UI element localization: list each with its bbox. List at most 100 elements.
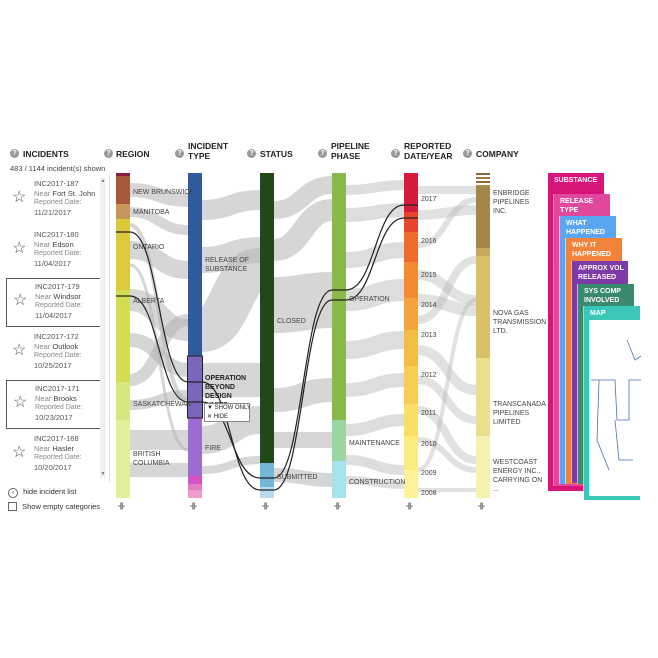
- star-icon[interactable]: ☆: [12, 189, 27, 206]
- reported-date-label: Reported Date:: [35, 302, 83, 309]
- help-icon[interactable]: ?: [247, 149, 256, 158]
- company-segment[interactable]: [476, 175, 490, 177]
- reported-date-label: Reported Date:: [34, 199, 82, 206]
- incident-type-segment[interactable]: [188, 490, 202, 498]
- status-segment[interactable]: [260, 487, 274, 498]
- star-icon[interactable]: ☆: [13, 292, 28, 309]
- region-segment[interactable]: [116, 420, 130, 498]
- column-bars[interactable]: [116, 173, 490, 498]
- reported-date-label: Reported Date:: [34, 454, 82, 461]
- company-segment[interactable]: [476, 173, 490, 175]
- year-segment[interactable]: [404, 436, 418, 470]
- status-segment[interactable]: [260, 173, 274, 463]
- selected-category-outline[interactable]: [187, 355, 203, 419]
- incident-item[interactable]: ☆ INC2017-179 Near Windsor Reported Date: 11…: [6, 278, 104, 327]
- map-panel[interactable]: [589, 320, 642, 496]
- help-icon[interactable]: ?: [10, 149, 19, 158]
- reported-date: 10/20/2017: [34, 463, 72, 472]
- phase-segment[interactable]: [332, 461, 346, 498]
- incident-item[interactable]: ☆ INC2017-168 Near Hasler Reported Date: 10/…: [6, 431, 104, 481]
- year-segment[interactable]: [404, 298, 418, 330]
- incident-type-segment[interactable]: [188, 484, 202, 490]
- incident-type-segment[interactable]: [188, 356, 202, 418]
- company-segment[interactable]: [476, 256, 490, 358]
- company-segment[interactable]: [476, 248, 490, 256]
- year-label: 2015: [421, 272, 437, 279]
- column-drag-handle[interactable]: -||-: [406, 503, 413, 510]
- company-segment[interactable]: [476, 358, 490, 436]
- year-segment[interactable]: [404, 404, 418, 436]
- region-segment[interactable]: [116, 290, 130, 382]
- incident-list[interactable]: ☆ INC2017-187 Near Fort St. John Reported D…: [4, 176, 110, 482]
- year-segment[interactable]: [404, 262, 418, 298]
- incident-item[interactable]: ☆ INC2017-171 Near Brooks Reported Date: 10/…: [6, 380, 104, 429]
- flow-band: [345, 331, 405, 359]
- checkbox[interactable]: [8, 501, 17, 511]
- year-segment[interactable]: [404, 366, 418, 404]
- reported-date: 10/23/2017: [35, 413, 73, 422]
- help-icon[interactable]: ?: [175, 149, 184, 158]
- star-icon[interactable]: ☆: [12, 444, 27, 461]
- company-segment[interactable]: [476, 181, 490, 183]
- help-icon[interactable]: ?: [104, 149, 113, 158]
- column-drag-handle[interactable]: -||-: [118, 503, 125, 510]
- company-segment[interactable]: [476, 179, 490, 181]
- region-segment[interactable]: [116, 219, 130, 290]
- flow-band: [129, 207, 189, 235]
- star-icon[interactable]: ☆: [12, 342, 27, 359]
- incident-type-segment[interactable]: [188, 418, 202, 476]
- company-segment[interactable]: [476, 185, 490, 187]
- help-icon[interactable]: ?: [318, 149, 327, 158]
- incident-id: INC2017-171: [35, 384, 80, 393]
- column-drag-handle[interactable]: -||-: [190, 503, 197, 510]
- collapse-left-icon: ‹: [8, 488, 18, 498]
- show-only-button[interactable]: ▼ SHOW ONLY: [207, 405, 251, 411]
- column-drag-handle[interactable]: -||-: [334, 503, 341, 510]
- year-segment[interactable]: [404, 232, 418, 262]
- company-segment[interactable]: [476, 436, 490, 498]
- region-segment[interactable]: [116, 176, 130, 204]
- help-icon[interactable]: ?: [391, 149, 400, 158]
- phase-segment[interactable]: [332, 173, 346, 420]
- column-drag-handle[interactable]: -||-: [262, 503, 269, 510]
- star-icon[interactable]: ☆: [13, 394, 28, 411]
- incident-type-segment[interactable]: [188, 173, 202, 356]
- reported-date: 11/21/2017: [34, 208, 71, 217]
- flow-band: [417, 376, 477, 424]
- column-drag-handle[interactable]: -||-: [478, 503, 485, 510]
- company-label: ENBRIDGE PIPELINES INC.: [493, 190, 530, 215]
- incident-item[interactable]: ☆ INC2017-180 Near Edson Reported Date: 11/0…: [6, 227, 104, 277]
- region-label: ALBERTA: [133, 298, 165, 305]
- year-segment[interactable]: [404, 470, 418, 498]
- incident-list-scrollbar[interactable]: ▲ ▼: [100, 178, 106, 478]
- scroll-down-icon[interactable]: ▼: [100, 471, 106, 477]
- region-segment[interactable]: [116, 204, 130, 219]
- star-icon[interactable]: ☆: [12, 240, 27, 257]
- hide-button[interactable]: ✕ HIDE: [207, 414, 229, 420]
- year-label: 2012: [421, 372, 437, 379]
- scroll-up-icon[interactable]: ▲: [100, 178, 106, 184]
- incident-item[interactable]: ☆ INC2017-187 Near Fort St. John Reported D…: [6, 176, 104, 226]
- show-empty-categories[interactable]: Show empty categories: [8, 501, 100, 511]
- region-segment[interactable]: [116, 173, 130, 176]
- year-segment[interactable]: [404, 330, 418, 366]
- flow-band: [273, 272, 333, 333]
- region-segment[interactable]: [116, 382, 130, 420]
- year-segment[interactable]: [404, 173, 418, 212]
- hide-incident-list-link[interactable]: ‹ hide incident list: [8, 487, 76, 498]
- incident-item[interactable]: ☆ INC2017-172 Near Outlook Reported Date: 10…: [6, 329, 104, 379]
- company-segment[interactable]: [476, 183, 490, 185]
- selected-incident-paths: [115, 204, 418, 491]
- incident-type-segment[interactable]: [188, 476, 202, 484]
- company-segment[interactable]: [476, 177, 490, 179]
- status-label: CLOSED: [277, 318, 306, 325]
- company-segment[interactable]: [476, 187, 490, 248]
- year-segment[interactable]: [404, 212, 418, 232]
- map-outline-icon: [591, 339, 642, 471]
- phase-segment[interactable]: [332, 420, 346, 461]
- category-popup[interactable]: ▼ SHOW ONLY ✕ HIDE: [204, 403, 251, 422]
- phase-label: MAINTENANCE: [349, 440, 400, 447]
- status-segment[interactable]: [260, 463, 274, 487]
- help-icon[interactable]: ?: [463, 149, 472, 158]
